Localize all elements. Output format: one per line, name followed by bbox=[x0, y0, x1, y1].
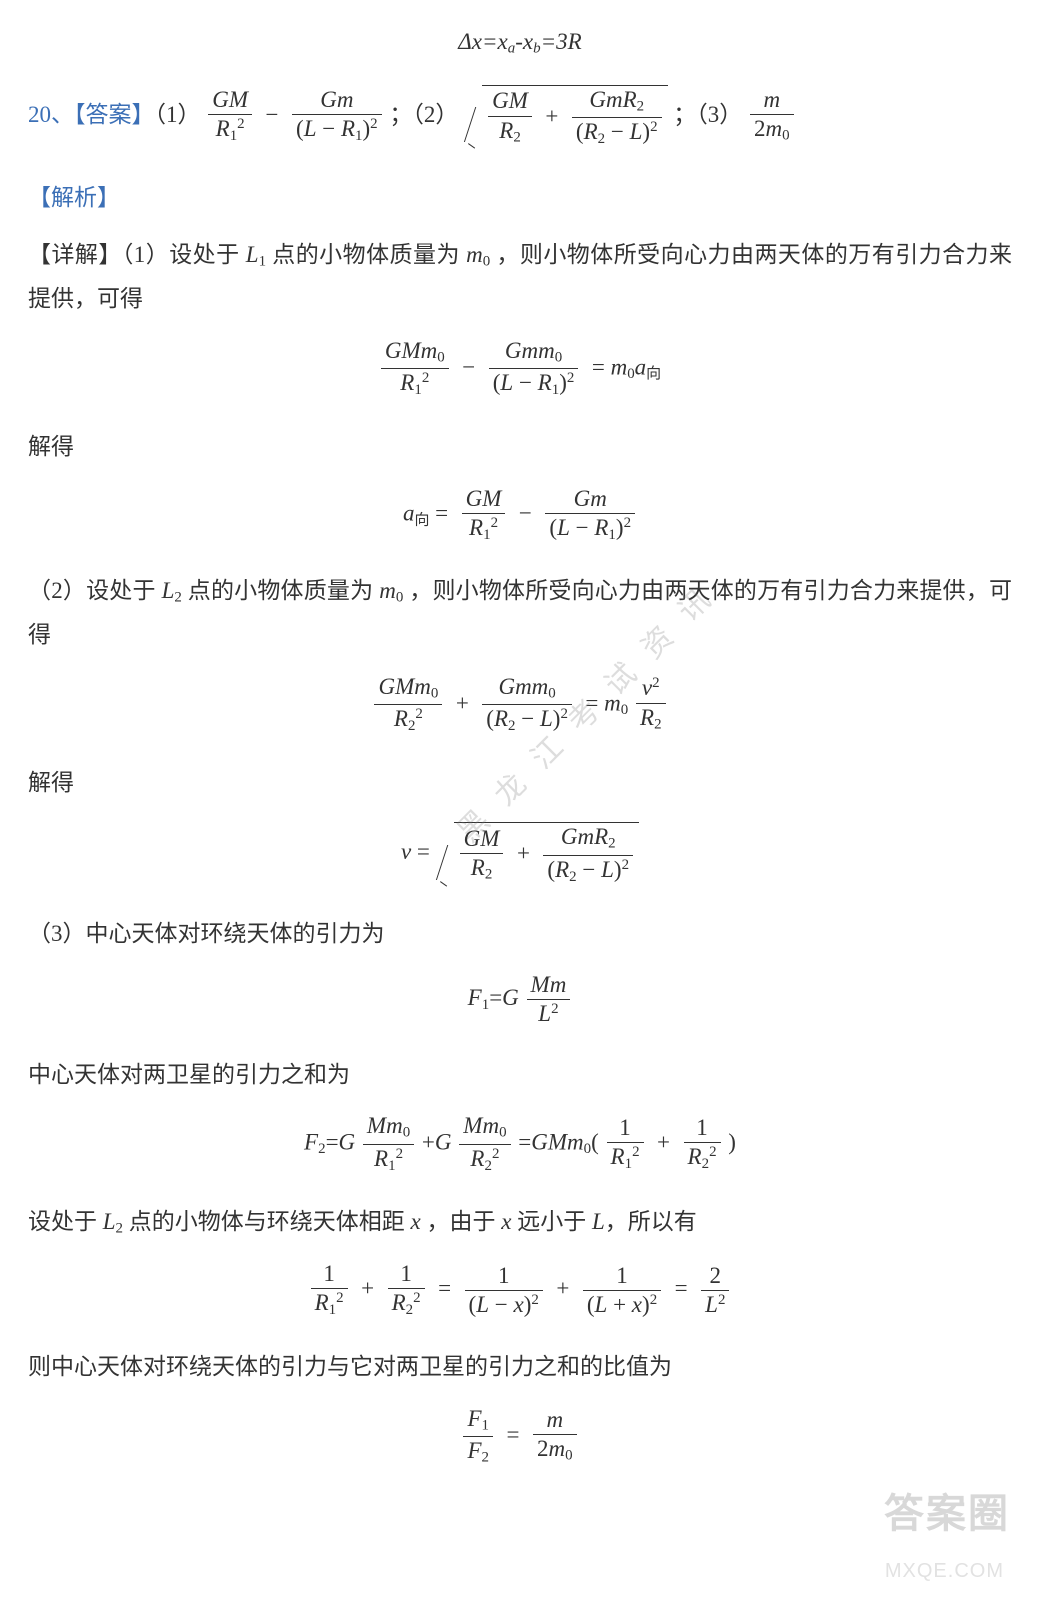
detail-2: （2）设处于 L2 点的小物体质量为 m0 ，则小物体所受向心力由两天体的万有引… bbox=[28, 569, 1012, 656]
detail-5: 设处于 L2 点的小物体与环绕天体相距 x ，由于 x 远小于 L，所以有 bbox=[28, 1200, 1012, 1244]
top-equation: Δx=xa-xb=3R bbox=[28, 28, 1012, 59]
part3-label: ；（3） bbox=[673, 101, 742, 126]
equation-5: F1=G Mm L2 bbox=[28, 973, 1012, 1027]
jiexi-label: 【解析】 bbox=[28, 176, 1012, 220]
detail-4: 中心天体对两卫星的引力之和为 bbox=[28, 1053, 1012, 1097]
frac-m-2m0: m 2m0 bbox=[750, 88, 794, 145]
equation-2: a向 = GM R12 − Gm (L − R1)2 bbox=[28, 487, 1012, 544]
sqrt-part2: GM R2 + GmR2 (R2 − L)2 bbox=[464, 85, 667, 148]
part1-label: （1） bbox=[155, 101, 201, 126]
equation-8: F1 F2 = m 2m0 bbox=[28, 1407, 1012, 1467]
detail-1: 【详解】（1）设处于 L1 点的小物体质量为 m0 ，则小物体所受向心力由两天体… bbox=[28, 233, 1012, 320]
part2-label: ；（2） bbox=[389, 101, 458, 126]
frac-gm-r1sq: GM R12 bbox=[208, 88, 252, 145]
equation-6: F2=G Mm0 R12 +G Mm0 R22 =GMm0( 1 R12 + 1… bbox=[28, 1114, 1012, 1174]
jiede-2: 解得 bbox=[28, 761, 1012, 805]
question-number: 20 bbox=[28, 101, 51, 126]
jiede-1: 解得 bbox=[28, 425, 1012, 469]
equation-3: GMm0 R22 + Gmm0 (R2 − L)2 = m0 v2 R2 bbox=[28, 675, 1012, 735]
equation-7: 1 R12 + 1 R22 = 1 (L − x)2 + 1 (L + x)2 … bbox=[28, 1262, 1012, 1319]
equation-4: v = GM R2 + GmR2 (R2 − L)2 bbox=[28, 822, 1012, 885]
detail-6: 则中心天体对环绕天体的引力与它对两卫星的引力之和的比值为 bbox=[28, 1345, 1012, 1389]
answer-label: 、【答案】 bbox=[51, 101, 155, 126]
q20-answer-line: 20、【答案】（1） GM R12 − Gm (L − R1)2 ；（2） GM… bbox=[28, 85, 1012, 148]
watermark-url: MXQE.COM bbox=[885, 1552, 1004, 1590]
detail-3: （3）中心天体对环绕天体的引力为 bbox=[28, 912, 1012, 956]
equation-1: GMm0 R12 − Gmm0 (L − R1)2 = m0a向 bbox=[28, 339, 1012, 399]
frac-gm-lr1sq: Gm (L − R1)2 bbox=[292, 88, 382, 145]
watermark-brand: 答案圈 bbox=[884, 1476, 1010, 1552]
